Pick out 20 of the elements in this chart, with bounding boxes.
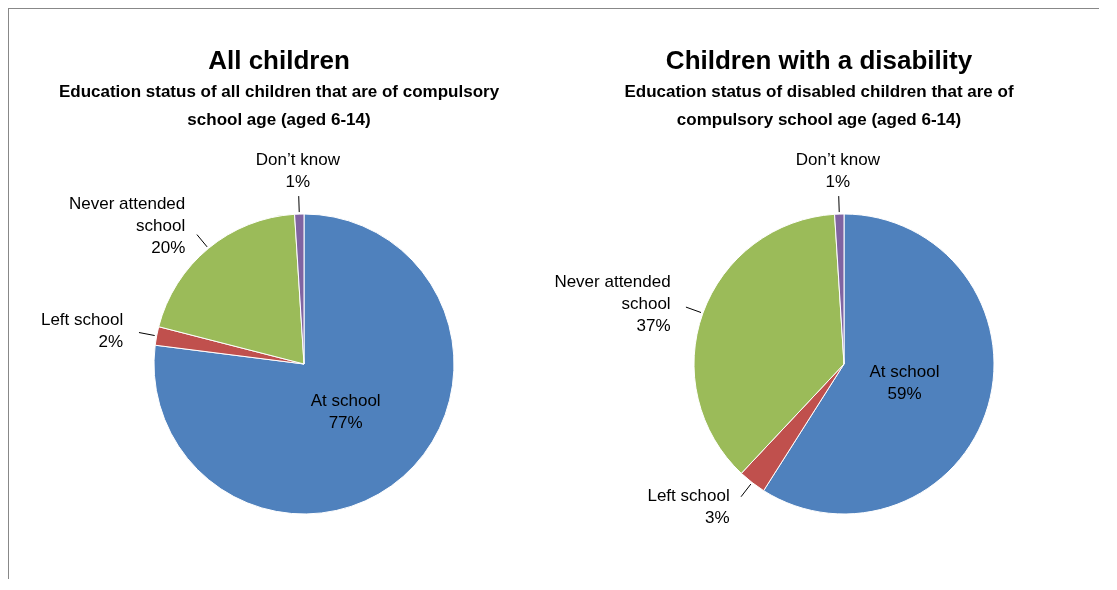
chart-subtitle: Education status of disabled children that are of compulsory school age (aged 6-14) [623, 81, 1015, 131]
slice-label: At school [310, 391, 381, 411]
slice-label: Never attended school [554, 272, 671, 314]
data-label: 77% [328, 413, 363, 433]
chart-subtitle: Education status of all children that are of compulsory school age (aged 6-14) [57, 81, 501, 131]
data-label: 20% [151, 238, 186, 258]
slice-label: Left school [647, 486, 730, 506]
data-label: 1% [825, 172, 851, 192]
data-label: 3% [705, 508, 730, 528]
slice-label: Never attended school [69, 194, 186, 236]
chart-title: All children [207, 45, 351, 76]
slice-label: Left school [40, 310, 124, 330]
data-label: 2% [98, 332, 124, 352]
chart-title: Children with a disability [664, 45, 974, 76]
data-label: 37% [636, 316, 671, 336]
slice-label: Don’t know [255, 150, 341, 170]
data-label: 1% [285, 172, 311, 192]
slice-label: At school [869, 361, 940, 381]
data-label: 59% [887, 383, 922, 403]
slice-label: Don’t know [795, 150, 881, 170]
